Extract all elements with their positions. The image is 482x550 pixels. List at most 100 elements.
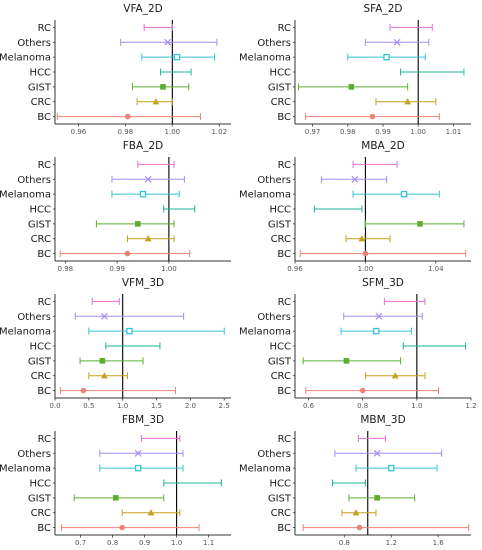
estimate-marker-bc [119,524,125,531]
panel-title: VFM_3D [122,277,164,289]
x-tick-label: 1.02 [211,128,227,136]
category-label-gist: GIST [28,493,52,504]
category-label-melanoma: Melanoma [239,464,291,475]
estimate-marker-bc [124,113,131,120]
category-label-hcc: HCC [30,479,52,490]
estimate-marker-bc [356,524,363,531]
panel-vfm-3d: VFM_3D RC Others Melanoma HCC GIST CRC BC 0.0 0.5… [0,277,231,410]
panel-title: VFA_2D [123,3,162,15]
category-label-crc: CRC [271,234,291,245]
category-label-bc: BC [37,249,51,260]
estimate-marker-melanoma [126,327,133,335]
estimate-marker-bc [369,113,376,120]
category-label-others: Others [257,312,291,323]
category-label-hcc: HCC [30,205,52,216]
category-label-rc: RC [38,23,51,34]
estimate-marker-crc [391,372,399,379]
x-tick-label: 1.00 [165,128,181,136]
category-label-others: Others [17,312,51,323]
category-label-hcc: HCC [30,68,52,79]
category-label-rc: RC [278,23,291,34]
x-tick-label: 0.98 [118,128,134,136]
category-label-hcc: HCC [270,479,292,490]
estimate-marker-bc [80,387,87,394]
x-tick-label: 1.04 [428,265,444,273]
category-label-rc: RC [38,434,51,445]
panel-title: FBA_2D [123,140,163,152]
estimate-marker-crc [152,98,160,105]
x-tick-label: 0.97 [305,128,321,136]
category-label-melanoma: Melanoma [0,464,51,475]
x-tick-label: 0.6 [303,402,315,410]
estimate-marker-melanoma [372,327,380,335]
category-label-melanoma: Melanoma [239,53,291,64]
estimate-marker-gist [374,495,380,501]
category-label-rc: RC [38,160,51,171]
estimate-marker-gist [417,221,423,227]
estimate-marker-others [373,449,381,457]
x-tick-label: 0.8 [107,539,118,547]
panel-fba-2d: FBA_2D RC Others Melanoma HCC GIST CRC BC 0.98 0.… [0,140,231,273]
category-label-rc: RC [278,297,291,308]
estimate-marker-crc [352,509,360,516]
estimate-marker-others [100,312,108,320]
category-label-crc: CRC [31,234,51,245]
panel-title: SFM_3D [362,277,404,289]
estimate-marker-melanoma [134,464,142,472]
category-label-gist: GIST [268,82,292,93]
x-tick-label: 2.5 [219,402,230,410]
category-label-bc: BC [277,249,291,260]
estimate-marker-others [134,449,142,457]
estimate-marker-bc [359,387,366,394]
category-label-crc: CRC [31,371,51,382]
category-label-rc: RC [38,297,51,308]
category-label-hcc: HCC [270,205,292,216]
category-label-others: Others [257,449,291,460]
x-tick-label: 0.0 [49,402,60,410]
category-label-others: Others [17,449,51,460]
category-label-rc: RC [278,160,291,171]
x-tick-label: 1.5 [151,402,162,410]
estimate-marker-melanoma [173,53,181,61]
category-label-hcc: HCC [270,68,292,79]
estimate-marker-crc [147,509,155,516]
estimate-marker-gist [113,495,119,501]
estimate-marker-others [393,38,401,46]
category-label-gist: GIST [28,219,52,230]
estimate-marker-crc [358,235,366,242]
estimate-marker-others [351,175,359,183]
x-tick-label: 0.98 [58,265,74,273]
category-label-others: Others [17,175,51,186]
category-label-rc: RC [278,434,291,445]
x-tick-label: 0.8 [339,539,350,547]
panel-sfa-2d: SFA_2D RC Others Melanoma HCC GIST CRC BC 0.97 0.… [239,3,471,136]
category-label-gist: GIST [28,356,52,367]
x-tick-label: 1.2 [465,402,476,410]
panel-title: SFA_2D [364,3,403,15]
estimate-marker-crc [144,235,152,242]
estimate-marker-others [375,312,383,320]
x-tick-label: 1.01 [446,128,462,136]
panel-fbm-3d: FBM_3D RC Others Melanoma HCC GIST CRC BC 0.7 0.8… [0,414,231,547]
panel-title: MBM_3D [360,414,405,426]
category-label-others: Others [257,175,291,186]
panel-mbm-3d: MBM_3D RC Others Melanoma HCC GIST CRC BC 0.8 1.2… [239,414,471,547]
category-label-bc: BC [277,523,291,534]
category-label-melanoma: Melanoma [239,327,291,338]
x-tick-label: 1.0 [117,402,128,410]
category-label-melanoma: Melanoma [0,190,51,201]
estimate-marker-gist [160,84,166,90]
x-tick-label: 1.00 [410,128,426,136]
category-label-bc: BC [277,386,291,397]
category-label-crc: CRC [271,508,291,519]
category-label-crc: CRC [31,97,51,108]
category-label-crc: CRC [31,508,51,519]
estimate-marker-melanoma [400,190,408,198]
category-label-others: Others [17,38,51,49]
x-tick-label: 1.2 [386,539,397,547]
estimate-marker-gist [135,221,141,227]
estimate-marker-crc [101,372,108,379]
panel-sfm-3d: SFM_3D RC Others Melanoma HCC GIST CRC BC 0.6 0.8… [239,277,477,410]
x-tick-label: 0.96 [71,128,87,136]
